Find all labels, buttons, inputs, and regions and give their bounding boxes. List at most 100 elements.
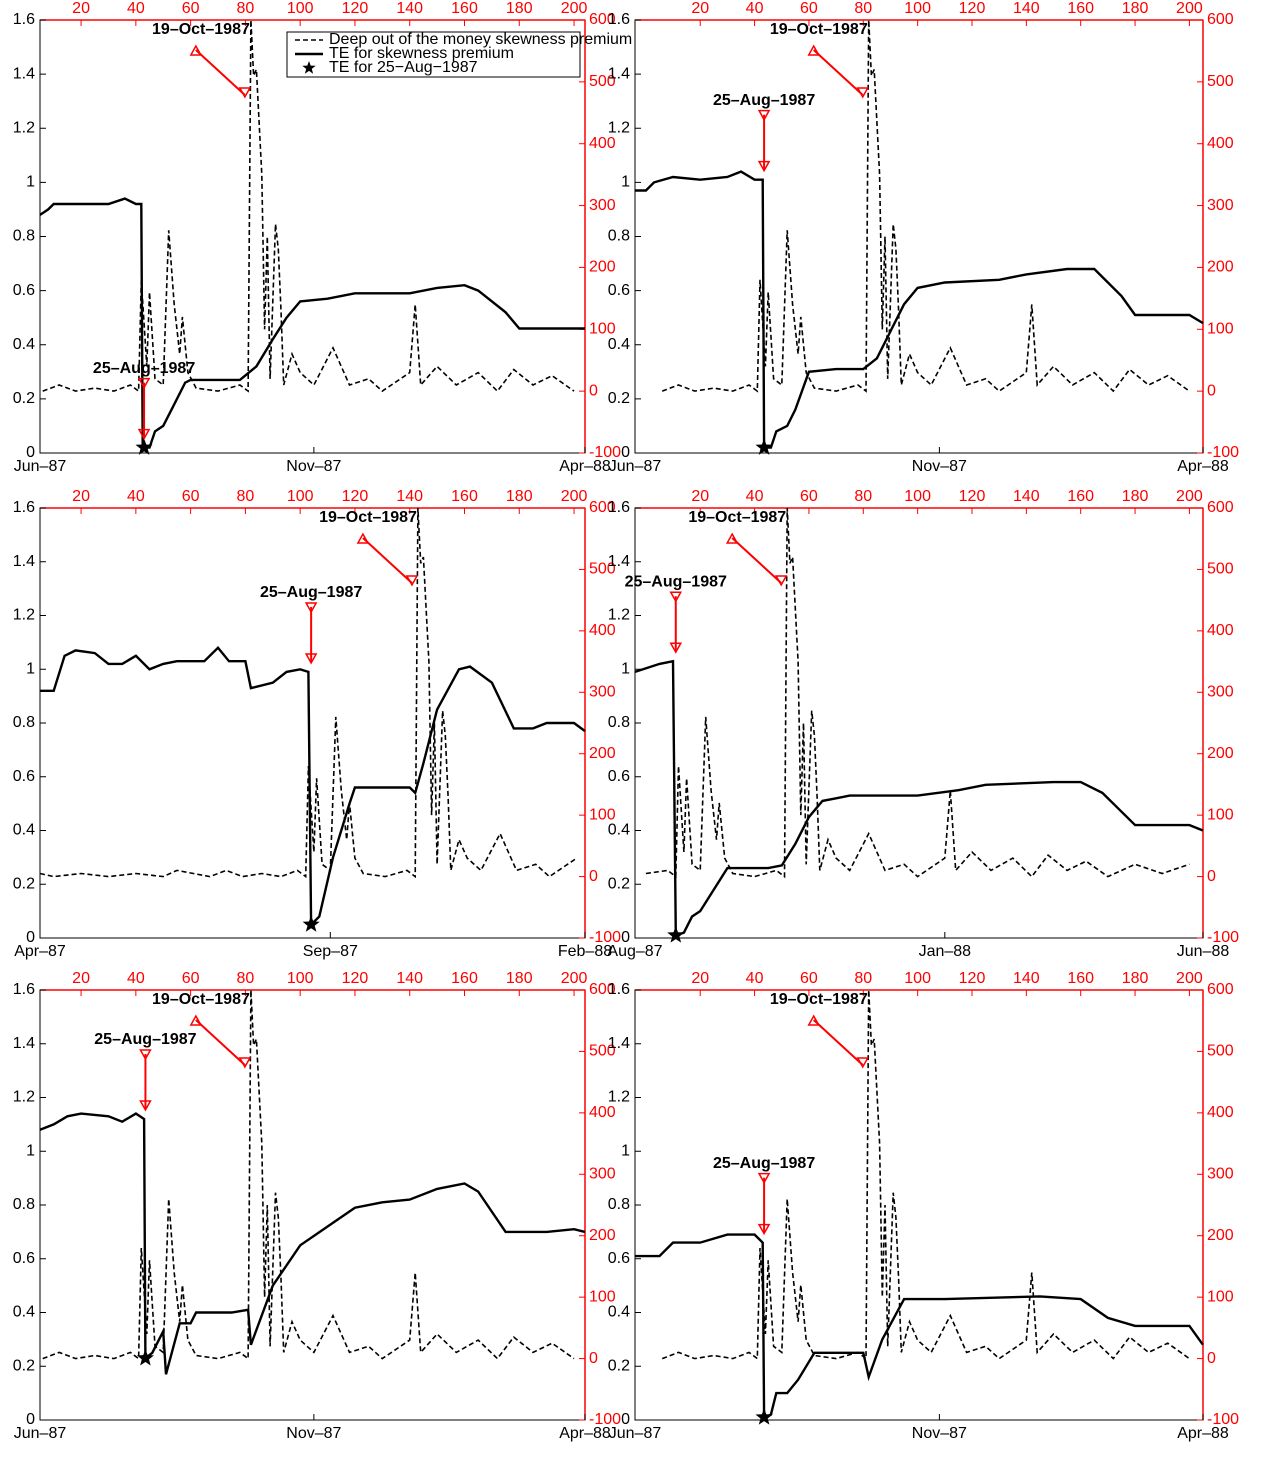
event-label: 25–Aug–1987 [260,584,362,601]
y-tick-label: 1.6 [13,981,35,998]
x2-tick-label: 20 [691,488,709,505]
x2-tick-label: 200 [1176,970,1203,987]
x2-tick-label: 140 [396,970,423,987]
arrow-head [669,591,683,603]
x2-tick-label: 40 [127,0,145,17]
y-tick-label: 0.2 [608,1357,630,1374]
x-tick-label: Apr–87 [14,943,66,960]
x-tick-label: Jun–87 [609,1425,662,1442]
crash-label: 19–Oct–1987 [152,21,250,38]
y-tick-label: 0.4 [13,822,35,839]
y-tick-label: 1 [621,660,630,677]
x-tick-label: Nov–87 [912,458,967,475]
legend-label: Deep out of the money skewness premium [329,31,632,48]
arrow-head [189,44,203,56]
x2-tick-label: 180 [506,488,533,505]
x2-tick-label: 60 [182,970,200,987]
y2-tick-label: 0 [1207,382,1216,399]
y-tick-label: 0.8 [13,228,35,245]
x2-tick-label: 100 [904,0,931,17]
x2-tick-label: 20 [72,0,90,17]
legend-symbol [302,61,316,74]
y2-tick-label: 600 [1207,499,1234,516]
y-tick-label: 1.2 [13,1089,35,1106]
y-tick-label: 1.2 [13,607,35,624]
y-tick-label: 0.4 [608,336,630,353]
x2-tick-label: 100 [904,488,931,505]
arrow-head [757,1172,771,1185]
x2-tick-label: 120 [342,0,369,17]
crash-arrow [195,1019,246,1066]
y2-tick-label: 600 [589,11,616,28]
y2-tick-label: 300 [1207,1166,1234,1183]
y-tick-label: 1.4 [608,65,630,82]
y2-tick-label: 400 [589,1104,616,1121]
y2-tick-label: 400 [589,135,616,152]
y-tick-label: 1.6 [13,11,35,28]
arrow-head [356,532,370,544]
te-line [635,1233,1204,1420]
y-tick-label: 1.6 [608,11,630,28]
y2-tick-label: -100 [589,929,621,946]
x2-tick-label: 100 [287,488,314,505]
arrow-head [725,532,739,544]
x2-tick-label: 160 [1067,0,1094,17]
x2-tick-label: 140 [1013,970,1040,987]
x2-tick-label: 40 [746,970,764,987]
x2-tick-label: 160 [451,488,478,505]
y-tick-label: 1.4 [13,1035,35,1052]
y2-tick-label: 500 [1207,73,1234,90]
y2-tick-label: -100 [1207,1411,1239,1428]
crash-arrow [813,1019,864,1066]
legend-box [286,31,581,78]
x-tick-label: Feb–88 [558,943,612,960]
event-label: 25–Aug–1987 [94,1031,196,1048]
x2-tick-label: 200 [1176,0,1203,17]
crash-arrow [195,49,246,96]
x2-tick-label: 160 [451,0,478,17]
x-tick-label: Jun–88 [1177,943,1230,960]
y-tick-label: 1 [26,1142,35,1159]
y-tick-label: 1.2 [13,119,35,136]
y-tick-label: 0.4 [608,822,630,839]
x2-tick-label: 40 [746,488,764,505]
y-tick-label: 1.4 [13,65,35,82]
crash-label: 19–Oct–1987 [319,509,417,526]
y2-tick-label: 200 [1207,745,1234,762]
x2-tick-label: 120 [959,488,986,505]
arrow-head [757,1223,771,1236]
x-tick-label: Apr–88 [1177,1425,1229,1442]
x2-tick-label: 60 [800,970,818,987]
y-tick-label: 1.6 [608,499,630,516]
y2-tick-label: 200 [589,259,616,276]
x2-tick-label: 140 [1013,488,1040,505]
arrow-head [774,575,788,587]
y2-tick-label: -100 [589,444,621,461]
x2-tick-label: 80 [854,488,872,505]
x2-tick-label: 120 [959,970,986,987]
y2-tick-label: 100 [1207,806,1234,823]
x2-tick-label: 140 [1013,0,1040,17]
y2-tick-label: 500 [1207,1043,1234,1060]
arrow-head [189,1014,203,1026]
crash-arrow [813,49,864,96]
premium-line [645,507,1190,879]
x-tick-label: Jun–87 [609,458,662,475]
x2-tick-label: 60 [800,0,818,17]
y-tick-label: 0 [26,929,35,946]
arrow-head [856,1057,869,1069]
x2-tick-label: 200 [561,970,588,987]
x-tick-label: Sep–87 [303,943,358,960]
x2-tick-label: 80 [854,970,872,987]
y2-tick-label: 100 [589,321,616,338]
arrow-head [669,642,683,654]
event-label: 25–Aug–1987 [93,360,195,377]
x2-tick-label: 200 [561,488,588,505]
x2-tick-label: 80 [237,0,255,17]
x2-tick-label: 120 [959,0,986,17]
x-tick-label: Nov–87 [286,1425,341,1442]
y2-tick-label: 0 [589,382,598,399]
y2-tick-label: -100 [1207,444,1239,461]
x-tick-label: Jun–87 [14,458,67,475]
